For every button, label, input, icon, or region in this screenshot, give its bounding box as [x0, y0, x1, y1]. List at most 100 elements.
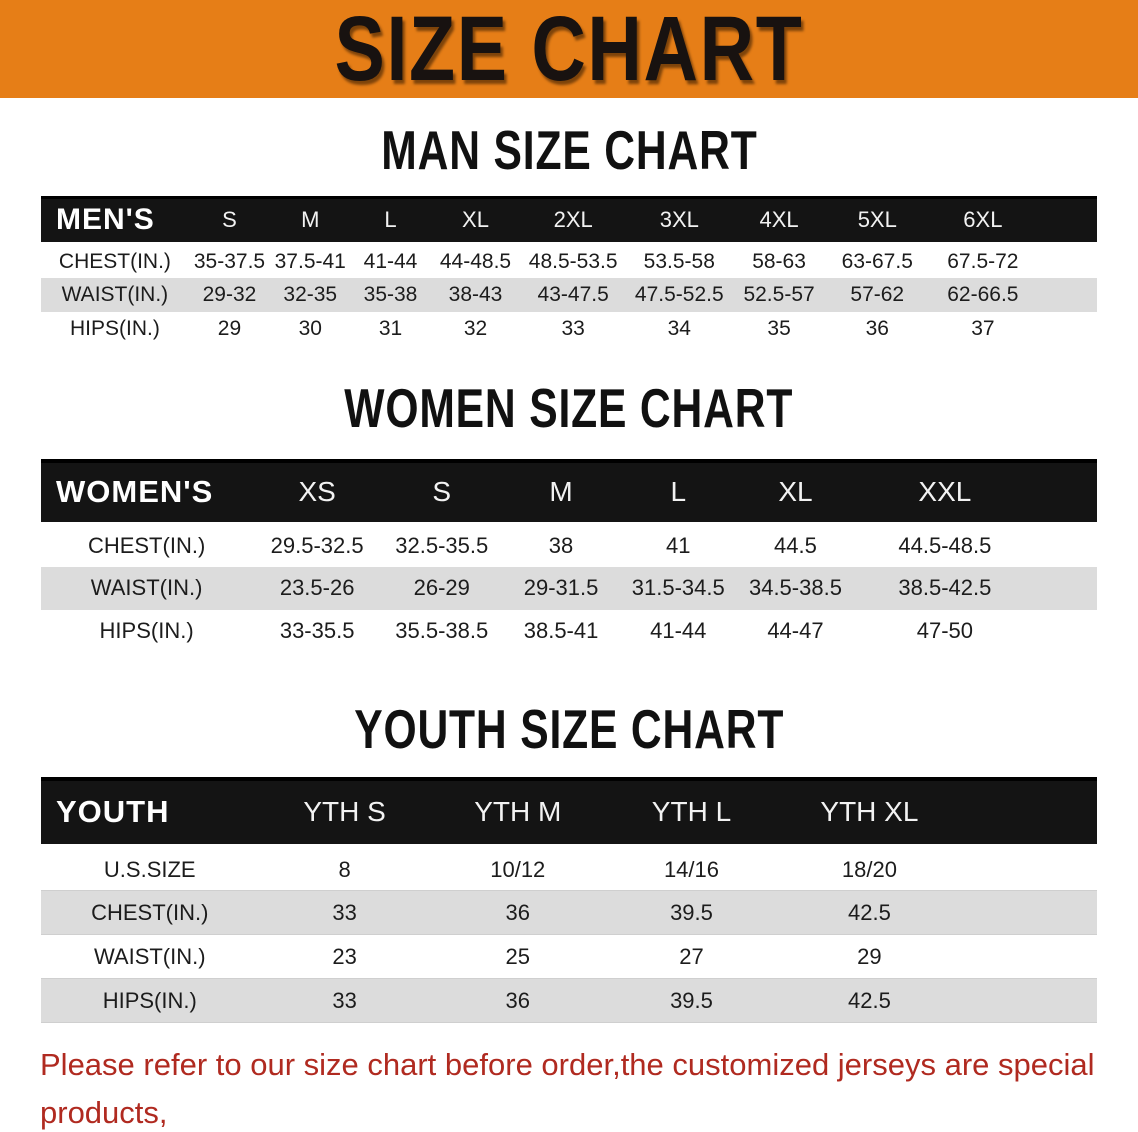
womens-waist-row: WAIST(IN.) 23.5-26 26-29 29-31.5 31.5-34…	[41, 566, 1097, 610]
cell: 39.5	[604, 890, 779, 935]
cell: 31.5-34.5	[620, 566, 736, 610]
womens-table-label: WOMEN'S	[41, 458, 253, 526]
spacer-cell	[1036, 311, 1097, 346]
cell: 38.5-42.5	[855, 566, 1035, 610]
youth-size-col-m: YTH M	[430, 776, 605, 850]
womens-size-col-xxl: XXL	[855, 458, 1035, 526]
cell: 35.5-38.5	[382, 609, 502, 653]
youth-header-row: YOUTH YTH S YTH M YTH L YTH XL	[41, 776, 1097, 850]
cell: 33	[258, 978, 431, 1023]
mens-header-row: MEN'S S M L XL 2XL 3XL 4XL 5XL 6XL	[41, 196, 1097, 246]
mens-waist-row: WAIST(IN.) 29-32 32-35 35-38 38-43 43-47…	[41, 277, 1097, 312]
cell: 42.5	[778, 890, 961, 935]
cell: 63-67.5	[825, 243, 930, 278]
cell: 27	[604, 934, 779, 979]
youth-hips-row: HIPS(IN.) 33 36 39.5 42.5	[41, 978, 1097, 1023]
youth-ussize-row: U.S.SIZE 8 10/12 14/16 18/20	[41, 846, 1097, 891]
cell: 10/12	[430, 846, 605, 891]
youth-section-heading: YOUTH SIZE CHART	[0, 702, 1138, 757]
cell: 42.5	[778, 978, 961, 1023]
row-label: CHEST(IN.)	[41, 890, 259, 935]
cell: 25	[430, 934, 605, 979]
mens-size-col-3xl: 3XL	[625, 196, 733, 246]
cell: 44-47	[735, 609, 856, 653]
cell: 29	[778, 934, 961, 979]
row-label: CHEST(IN.)	[41, 243, 189, 278]
mens-size-col-2xl: 2XL	[520, 196, 626, 246]
cell: 8	[258, 846, 431, 891]
womens-size-table: WOMEN'S XS S M L XL XXL CHEST(IN.) 29.5-…	[41, 458, 1097, 653]
cell: 48.5-53.5	[520, 243, 626, 278]
womens-size-col-l: L	[620, 458, 736, 526]
row-label: WAIST(IN.)	[41, 566, 253, 610]
cell: 35-37.5	[188, 243, 271, 278]
spacer-cell	[1034, 458, 1097, 526]
row-label: HIPS(IN.)	[41, 978, 259, 1023]
cell: 23	[258, 934, 431, 979]
cell: 67.5-72	[929, 243, 1037, 278]
spacer-cell	[1036, 277, 1097, 312]
cell: 53.5-58	[625, 243, 733, 278]
disclaimer-text: Please refer to our size chart before or…	[40, 1041, 1138, 1132]
cell: 62-66.5	[929, 277, 1037, 312]
womens-header-row: WOMEN'S XS S M L XL XXL	[41, 458, 1097, 526]
cell: 43-47.5	[520, 277, 626, 312]
cell: 57-62	[825, 277, 930, 312]
row-label: U.S.SIZE	[41, 846, 259, 891]
womens-size-col-xl: XL	[735, 458, 856, 526]
cell: 44.5	[735, 523, 856, 567]
youth-size-col-s: YTH S	[258, 776, 431, 850]
spacer-cell	[960, 934, 1097, 979]
cell: 41	[620, 523, 736, 567]
mens-hips-row: HIPS(IN.) 29 30 31 32 33 34 35 36 37	[41, 311, 1097, 346]
spacer-cell	[1034, 609, 1097, 653]
cell: 30	[270, 311, 351, 346]
cell: 41-44	[350, 243, 431, 278]
cell: 29	[188, 311, 271, 346]
cell: 33-35.5	[252, 609, 383, 653]
row-label: WAIST(IN.)	[41, 277, 189, 312]
cell: 34	[625, 311, 733, 346]
cell: 44-48.5	[430, 243, 521, 278]
womens-chest-row: CHEST(IN.) 29.5-32.5 32.5-35.5 38 41 44.…	[41, 523, 1097, 567]
cell: 38.5-41	[501, 609, 621, 653]
cell: 47.5-52.5	[625, 277, 733, 312]
cell: 36	[430, 890, 605, 935]
cell: 35-38	[350, 277, 431, 312]
spacer-cell	[960, 890, 1097, 935]
youth-size-col-l: YTH L	[604, 776, 779, 850]
mens-size-col-xl: XL	[430, 196, 521, 246]
mens-size-col-l: L	[350, 196, 431, 246]
cell: 37	[929, 311, 1037, 346]
cell: 33	[258, 890, 431, 935]
disclaimer-line-1: Please refer to our size chart before or…	[40, 1047, 1095, 1130]
youth-table-label: YOUTH	[41, 776, 259, 850]
youth-waist-row: WAIST(IN.) 23 25 27 29	[41, 934, 1097, 979]
cell: 36	[825, 311, 930, 346]
spacer-cell	[1034, 566, 1097, 610]
spacer-cell	[1034, 523, 1097, 567]
women-heading-text: WOMEN SIZE CHART	[344, 378, 794, 439]
cell: 34.5-38.5	[735, 566, 856, 610]
cell: 31	[350, 311, 431, 346]
cell: 37.5-41	[270, 243, 351, 278]
mens-chest-row: CHEST(IN.) 35-37.5 37.5-41 41-44 44-48.5…	[41, 243, 1097, 278]
row-label: HIPS(IN.)	[41, 311, 189, 346]
mens-size-col-s: S	[188, 196, 271, 246]
size-chart-banner: SIZE CHART	[0, 0, 1138, 98]
banner-title: SIZE CHART	[334, 0, 804, 100]
cell: 32	[430, 311, 521, 346]
womens-size-col-m: M	[501, 458, 621, 526]
mens-size-table: MEN'S S M L XL 2XL 3XL 4XL 5XL 6XL CHEST…	[41, 196, 1097, 346]
youth-size-col-xl: YTH XL	[778, 776, 961, 850]
cell: 36	[430, 978, 605, 1023]
womens-hips-row: HIPS(IN.) 33-35.5 35.5-38.5 38.5-41 41-4…	[41, 609, 1097, 653]
cell: 32.5-35.5	[382, 523, 502, 567]
row-label: CHEST(IN.)	[41, 523, 253, 567]
spacer-cell	[1036, 196, 1097, 246]
women-section-heading: WOMEN SIZE CHART	[0, 378, 1138, 439]
cell: 26-29	[382, 566, 502, 610]
mens-size-col-4xl: 4XL	[732, 196, 826, 246]
mens-table-label: MEN'S	[41, 196, 189, 246]
mens-size-col-m: M	[270, 196, 351, 246]
